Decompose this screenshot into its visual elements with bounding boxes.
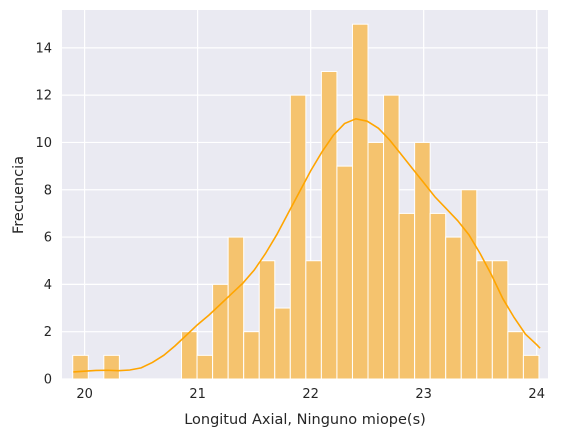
y-tick-labels: 0 2 4 6 8 10 12 14 xyxy=(35,41,52,387)
histogram-bar xyxy=(398,212,416,380)
histogram-bar xyxy=(72,354,89,380)
x-tick-label: 23 xyxy=(415,387,432,402)
histogram-bar xyxy=(414,141,431,380)
histogram-bar xyxy=(103,354,120,380)
histogram-bar xyxy=(243,331,260,380)
y-tick-label: 4 xyxy=(44,278,52,293)
x-tick-label: 24 xyxy=(528,387,545,402)
y-tick-label: 12 xyxy=(35,89,52,104)
histogram-bar xyxy=(507,331,524,380)
histogram-bar xyxy=(491,260,509,380)
y-tick-label: 8 xyxy=(44,183,52,198)
histogram-bar xyxy=(336,165,353,380)
histogram-bar xyxy=(181,331,198,380)
histogram-bar xyxy=(367,141,385,380)
histogram-bar xyxy=(522,354,540,380)
histogram-bar xyxy=(476,260,493,380)
histogram-bar xyxy=(429,212,447,380)
y-tick-label: 10 xyxy=(35,136,52,151)
x-tick-label: 20 xyxy=(76,387,93,402)
histogram-bar xyxy=(383,94,400,380)
y-tick-label: 2 xyxy=(44,325,52,340)
histogram-bar xyxy=(289,94,307,380)
histogram-bar xyxy=(258,260,276,380)
histogram-bar xyxy=(196,354,214,380)
histogram-bar xyxy=(320,71,338,380)
x-tick-label: 22 xyxy=(302,387,319,402)
x-axis-label: Longitud Axial, Ninguno miope(s) xyxy=(184,412,426,428)
x-tick-label: 21 xyxy=(189,387,206,402)
histogram-bar xyxy=(445,236,462,380)
kde-curve xyxy=(73,117,541,373)
x-tick-labels: 20 21 22 23 24 xyxy=(76,387,545,402)
y-tick-label: 14 xyxy=(35,41,52,56)
y-tick-label: 6 xyxy=(44,231,52,246)
histogram-bars xyxy=(72,23,540,380)
y-axis-label: Frecuencia xyxy=(11,156,27,234)
histogram-bar xyxy=(227,236,245,380)
histogram-bar xyxy=(351,23,369,380)
histogram-bar xyxy=(460,189,478,380)
histogram-bar xyxy=(305,260,322,380)
y-tick-label: 0 xyxy=(44,373,52,388)
histogram-bar xyxy=(274,307,291,380)
